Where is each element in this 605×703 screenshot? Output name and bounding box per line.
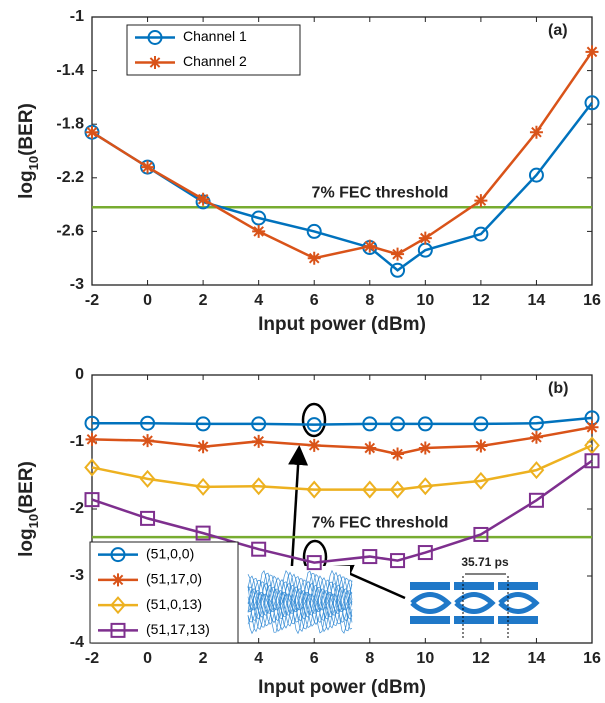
x-tick-label: 16 bbox=[583, 292, 601, 309]
marker bbox=[530, 431, 543, 444]
marker bbox=[252, 225, 265, 238]
y-tick-label: -1 bbox=[70, 433, 84, 450]
x-tick-label: 0 bbox=[143, 292, 152, 309]
marker bbox=[308, 252, 321, 265]
marker bbox=[363, 240, 376, 253]
marker bbox=[474, 440, 487, 453]
x-tick-label: 4 bbox=[254, 650, 263, 667]
panel-label: (b) bbox=[548, 380, 568, 397]
eye-band bbox=[410, 582, 450, 590]
marker bbox=[530, 126, 543, 139]
x-tick-label: 12 bbox=[472, 292, 490, 309]
figure: -20246810121416-4-3-2-10-20246810121416-… bbox=[0, 0, 605, 703]
period-label: 35.71 ps bbox=[461, 555, 509, 569]
y-tick-label: -1.4 bbox=[56, 62, 84, 79]
threshold-label: 7% FEC threshold bbox=[312, 184, 449, 201]
y-tick-label: -2.6 bbox=[56, 223, 84, 240]
x-tick-label: 12 bbox=[472, 650, 490, 667]
eye-band bbox=[410, 616, 450, 624]
eye-band bbox=[498, 616, 538, 624]
y-tick-label: 0 bbox=[75, 366, 84, 383]
y-tick-label: -3 bbox=[70, 567, 84, 584]
x-tick-label: 8 bbox=[365, 650, 374, 667]
marker bbox=[197, 193, 210, 206]
marker bbox=[474, 194, 487, 207]
x-tick-label: 6 bbox=[310, 650, 319, 667]
marker bbox=[86, 433, 99, 446]
y-tick-label: -1 bbox=[70, 8, 84, 25]
marker bbox=[112, 573, 125, 586]
marker bbox=[141, 161, 154, 174]
marker bbox=[252, 435, 265, 448]
y-axis-title: log10(BER) bbox=[16, 103, 41, 199]
legend-label: Channel 1 bbox=[183, 28, 247, 44]
marker bbox=[86, 126, 99, 139]
marker bbox=[391, 448, 404, 461]
marker bbox=[308, 439, 321, 452]
x-tick-label: -2 bbox=[85, 650, 99, 667]
y-tick-label: -1.8 bbox=[56, 115, 84, 132]
marker bbox=[391, 248, 404, 261]
eye-inset-right bbox=[406, 566, 542, 638]
x-tick-label: 2 bbox=[199, 650, 208, 667]
x-tick-label: 6 bbox=[310, 292, 319, 309]
y-tick-label: -4 bbox=[70, 634, 84, 651]
x-axis-title: Input power (dBm) bbox=[258, 314, 426, 335]
y-axis-title: log10(BER) bbox=[16, 461, 41, 557]
y-tick-label: -2 bbox=[70, 500, 84, 517]
x-tick-label: 2 bbox=[199, 292, 208, 309]
marker bbox=[586, 45, 599, 58]
x-tick-label: 0 bbox=[143, 650, 152, 667]
x-tick-label: 16 bbox=[583, 650, 601, 667]
y-tick-label: -3 bbox=[70, 276, 84, 293]
threshold-label: 7% FEC threshold bbox=[312, 514, 449, 531]
x-tick-label: 10 bbox=[416, 650, 434, 667]
x-tick-label: 8 bbox=[365, 292, 374, 309]
legend-label: Channel 2 bbox=[183, 53, 247, 69]
y-tick-label: -2.2 bbox=[56, 169, 84, 186]
x-tick-label: 14 bbox=[528, 292, 546, 309]
legend-label: (51,0,0) bbox=[146, 545, 194, 561]
legend-label: (51,0,13) bbox=[146, 596, 202, 612]
eye-band bbox=[454, 616, 494, 624]
x-tick-label: 4 bbox=[254, 292, 263, 309]
marker bbox=[419, 442, 432, 455]
marker bbox=[419, 232, 432, 245]
marker bbox=[586, 421, 599, 434]
x-tick-label: 14 bbox=[528, 650, 546, 667]
x-tick-label: -2 bbox=[85, 292, 99, 309]
legend-label: (51,17,0) bbox=[146, 571, 202, 587]
eye-band bbox=[454, 582, 494, 590]
x-tick-label: 10 bbox=[416, 292, 434, 309]
marker bbox=[197, 440, 210, 453]
marker bbox=[363, 442, 376, 455]
legend-label: (51,17,13) bbox=[146, 621, 210, 637]
marker bbox=[149, 56, 162, 69]
marker bbox=[141, 434, 154, 447]
x-axis-title: Input power (dBm) bbox=[258, 677, 426, 698]
panel-label: (a) bbox=[548, 22, 568, 39]
eye-band bbox=[498, 582, 538, 590]
